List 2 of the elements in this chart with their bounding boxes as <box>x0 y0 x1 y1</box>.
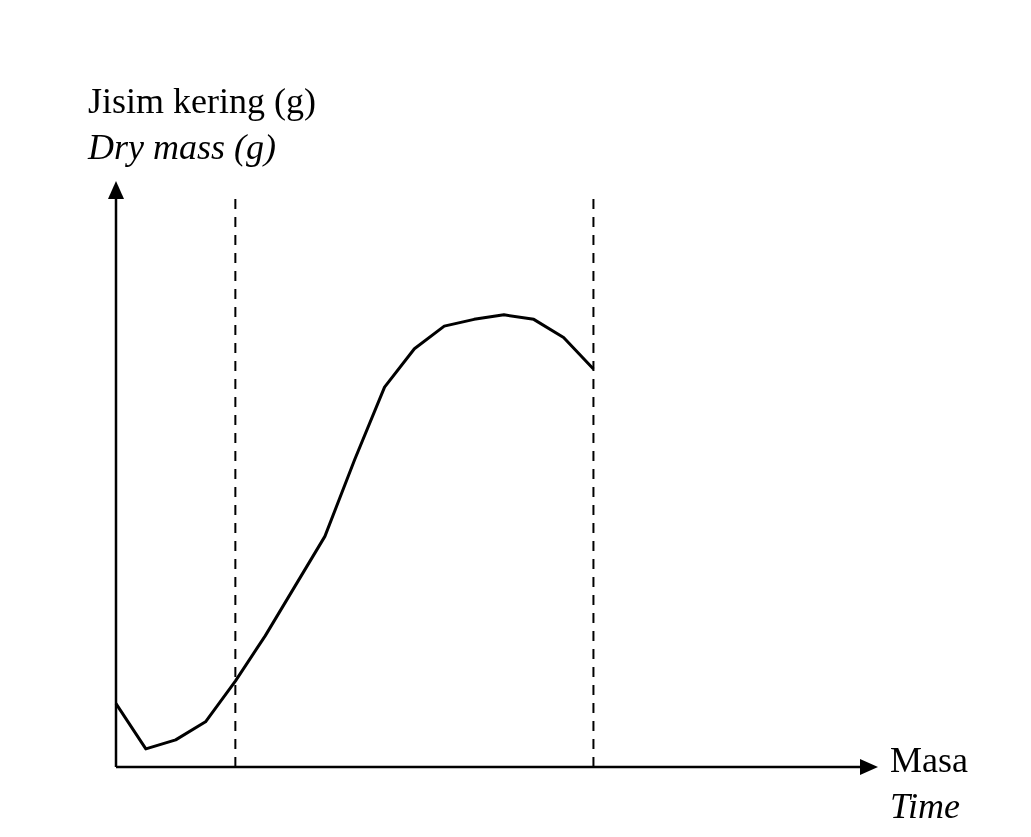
x-axis-title: Masa Time <box>890 739 968 828</box>
y-axis-title: Jisim kering (g) Dry mass (g) <box>88 80 316 169</box>
